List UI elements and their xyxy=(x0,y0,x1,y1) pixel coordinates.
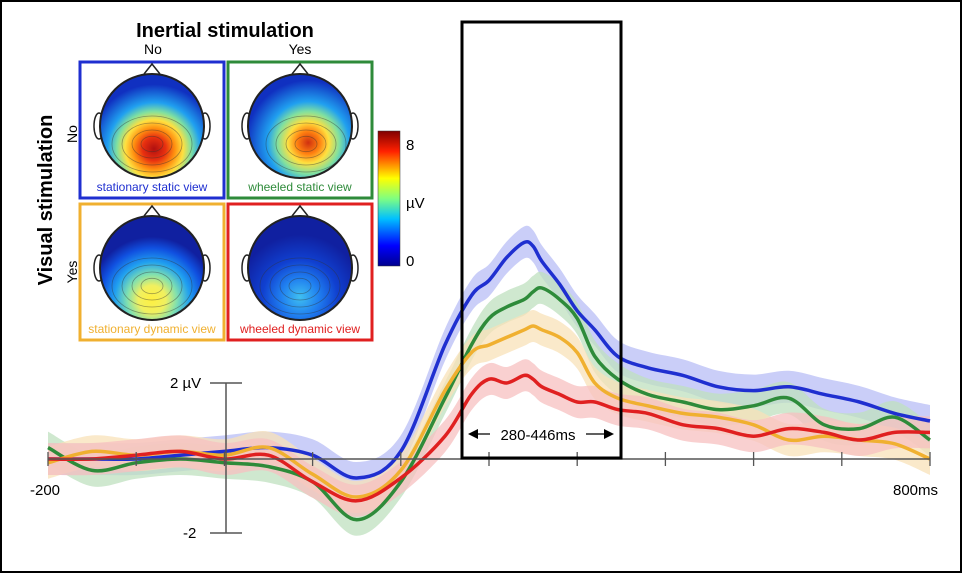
contour-line xyxy=(285,129,327,159)
line-series-3 xyxy=(47,373,931,503)
line-series-1 xyxy=(47,285,932,522)
contour-line xyxy=(131,129,173,159)
contour-line xyxy=(131,271,173,301)
inset-col-label-no: No xyxy=(144,41,162,57)
y-tick-label-bottom: -2 xyxy=(183,525,196,542)
topomap-panel-2: stationary dynamic view xyxy=(78,202,226,342)
contour-line xyxy=(288,277,312,295)
topomap-label: stationary static view xyxy=(97,180,208,194)
scalp-map xyxy=(99,73,205,179)
contour-line xyxy=(259,257,341,315)
topomap-label: stationary dynamic view xyxy=(88,322,216,336)
scalp-map xyxy=(247,215,353,321)
inset-title: Inertial stimulation xyxy=(136,20,314,42)
contour-line xyxy=(275,122,337,166)
topography-inset: Inertial stimulation No Yes Visual stimu… xyxy=(35,20,425,342)
y-tick-label-top: 2 µV xyxy=(170,375,201,392)
window-arrow-right xyxy=(604,429,614,439)
contour-line xyxy=(140,135,164,153)
contour-line xyxy=(269,264,331,308)
nose-icon xyxy=(143,62,161,75)
topomap-label: wheeled static view xyxy=(247,180,352,194)
colorbar-max-label: 8 xyxy=(406,137,414,154)
nose-icon xyxy=(291,62,309,75)
x-tick-label-start: -200 xyxy=(30,482,60,499)
scalp-map xyxy=(247,73,353,179)
window-arrow-left xyxy=(468,429,478,439)
inset-row-label-no: No xyxy=(64,125,80,143)
contour-line xyxy=(111,115,193,173)
inset-row-axis-title: Visual stimulation xyxy=(35,115,57,286)
topomap-label: wheeled dynamic view xyxy=(239,322,360,336)
analysis-window-box xyxy=(460,20,623,460)
topomap-panel-3: wheeled dynamic view xyxy=(226,202,374,342)
contour-line xyxy=(265,115,347,173)
band-series-3 xyxy=(48,359,930,517)
colorbar xyxy=(377,130,401,267)
window-label-bg xyxy=(490,424,586,444)
x-ticks xyxy=(47,452,931,466)
colorbar-unit-label: µV xyxy=(406,195,425,212)
contour-line xyxy=(121,122,183,166)
scalp-map xyxy=(99,215,205,321)
nose-icon xyxy=(291,204,309,217)
colorbar-min-label: 0 xyxy=(406,253,414,270)
inset-row-label-yes: Yes xyxy=(64,261,80,284)
inset-col-label-yes: Yes xyxy=(289,41,312,57)
window-label: 280-446ms xyxy=(500,427,575,444)
topomap-panel-0: stationary static view xyxy=(78,60,226,200)
line-series-2 xyxy=(47,324,931,499)
contour-line xyxy=(121,264,183,308)
erp-lines xyxy=(47,240,932,522)
contour-line xyxy=(111,257,193,315)
nose-icon xyxy=(143,204,161,217)
contour-line xyxy=(140,277,164,295)
contour-line xyxy=(279,271,321,301)
topomap-panel-1: wheeled static view xyxy=(226,60,374,200)
x-tick-label-end: 800ms xyxy=(893,482,938,499)
inset-panels: stationary static view wheeled static vie… xyxy=(78,60,374,342)
contour-line xyxy=(294,135,318,153)
